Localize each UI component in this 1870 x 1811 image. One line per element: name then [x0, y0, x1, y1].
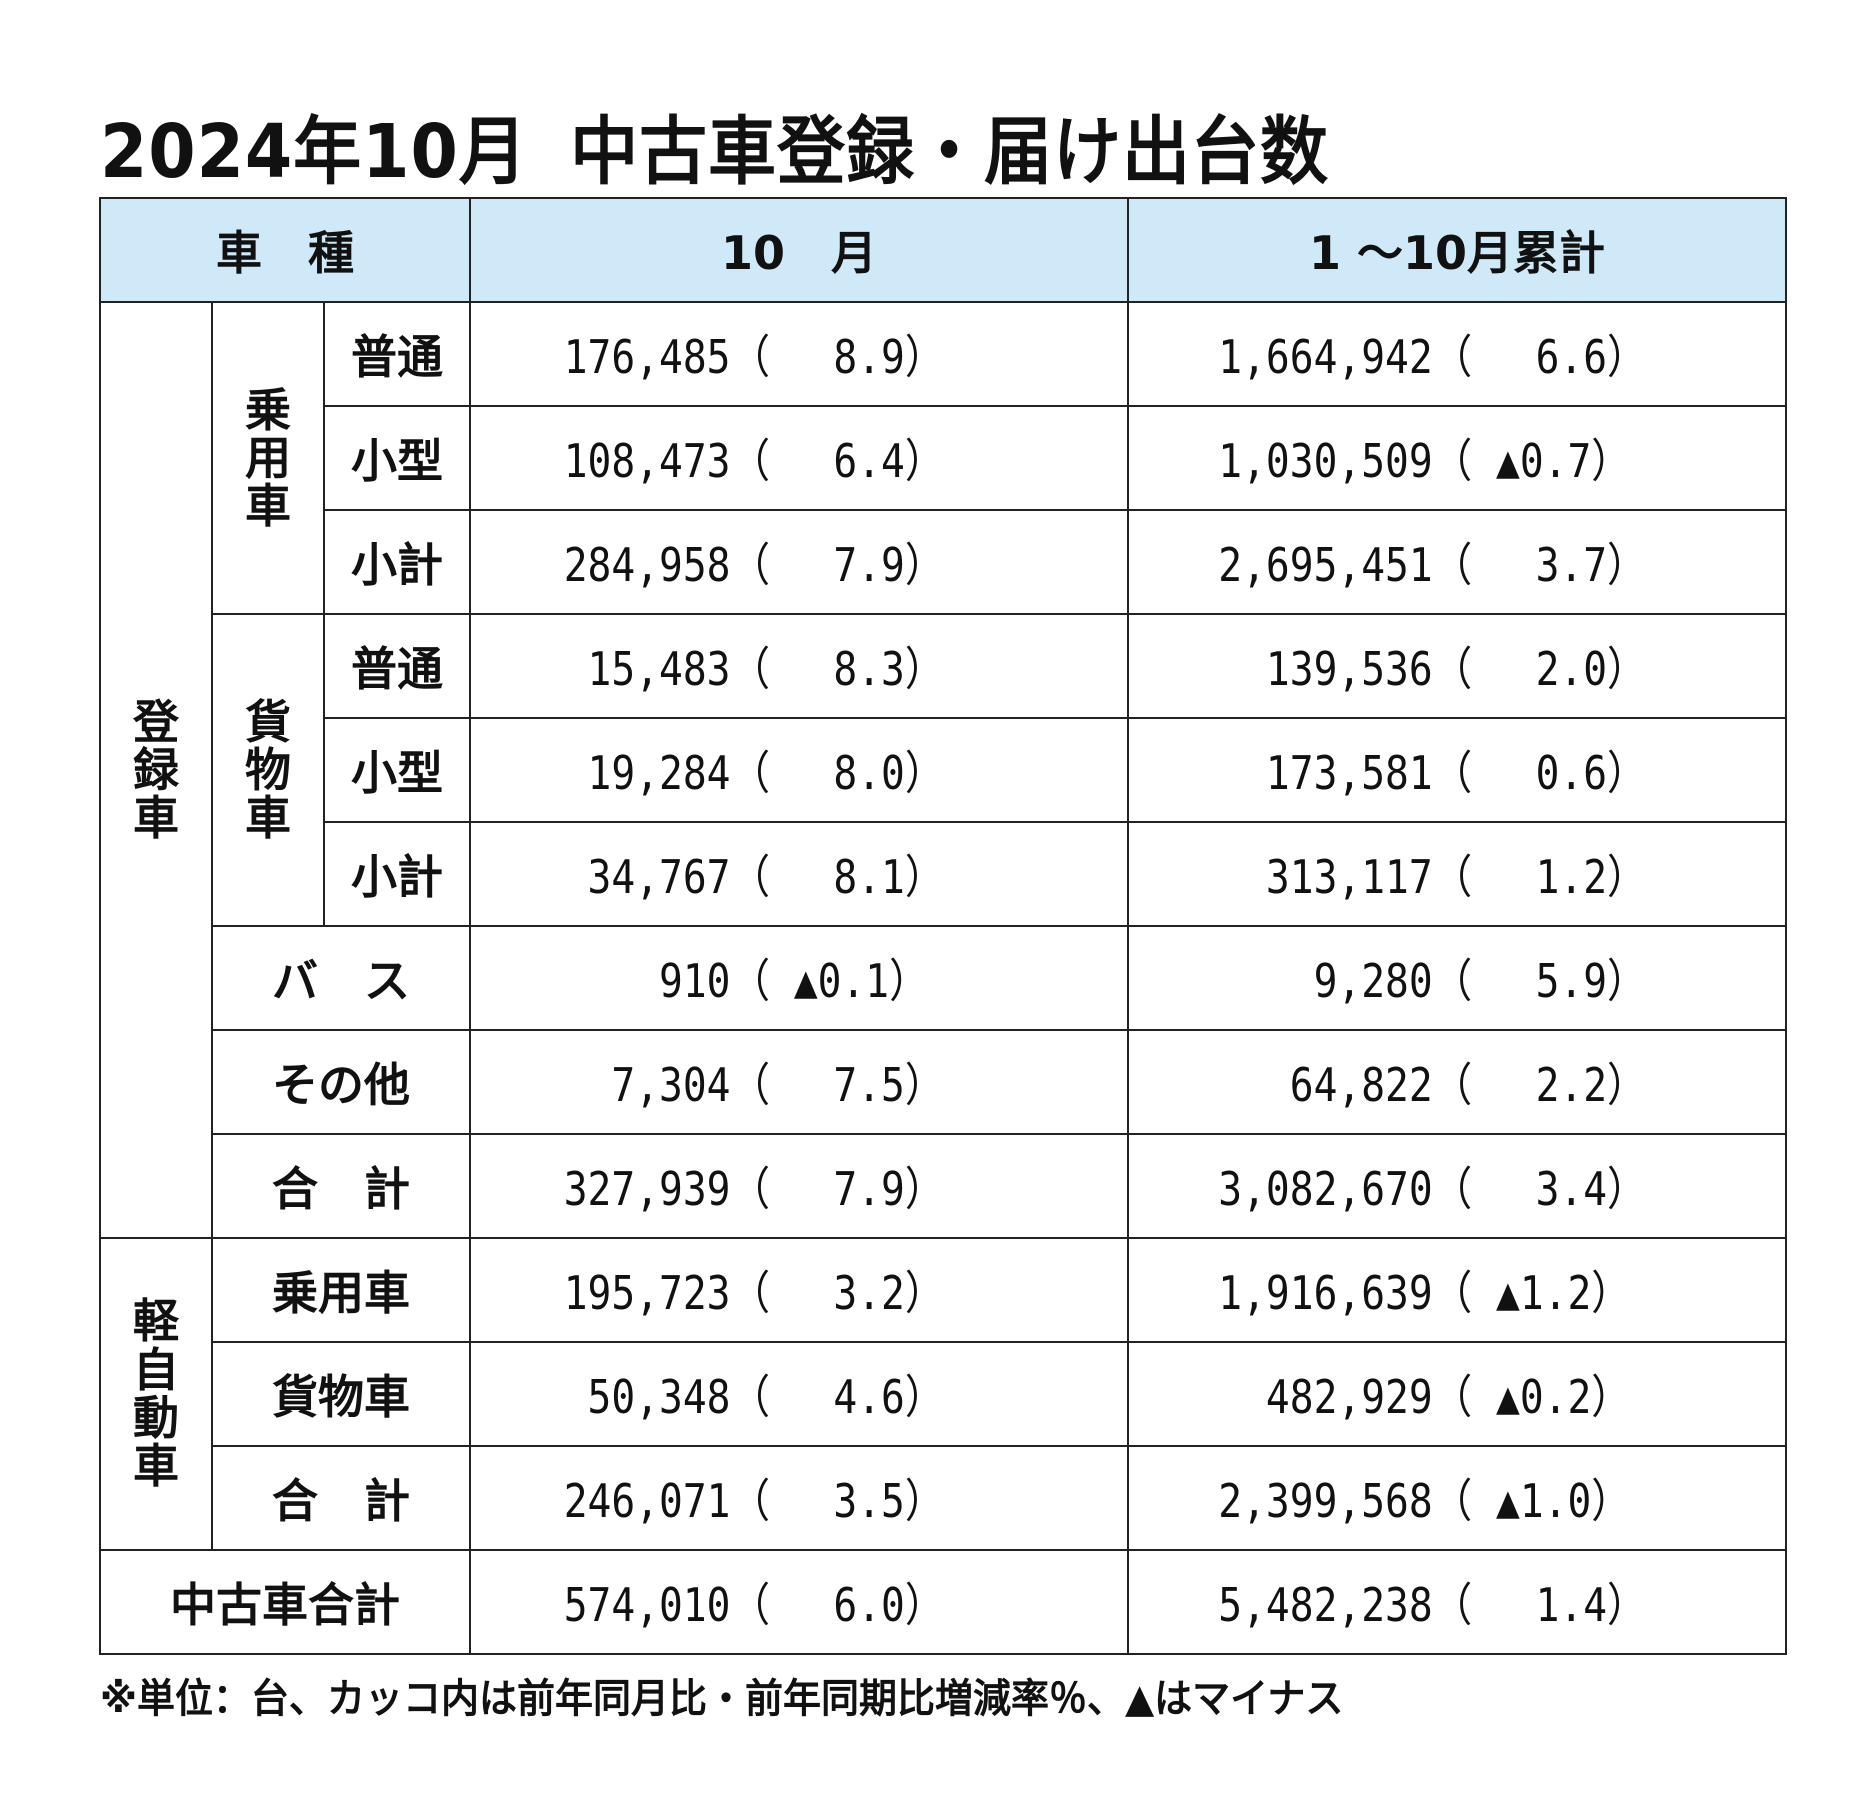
row-label: 普通 — [323, 301, 471, 407]
month-value: 910（ ▲0.1） — [469, 925, 1037, 1031]
row-label: 中古車合計 — [99, 1549, 471, 1655]
group-passenger-label: 乗用車 — [211, 301, 325, 615]
month-value: 327,939（ 7.9） — [469, 1133, 1037, 1239]
vertical-char: 用 — [245, 430, 291, 485]
vertical-char: 録 — [133, 742, 179, 797]
month-value: 246,071（ 3.5） — [469, 1445, 1037, 1551]
month-value: 195,723（ 3.2） — [469, 1237, 1037, 1343]
row-label: 小型 — [323, 405, 471, 511]
month-value: 108,473（ 6.4） — [469, 405, 1037, 511]
header-month: 10 月 — [469, 197, 1129, 303]
table-row: 中古車合計 574,010（ 6.0） 5,482,238（ 1.4） — [99, 1549, 1786, 1655]
vertical-char: 乗 — [245, 382, 291, 437]
vertical-char: 自 — [133, 1342, 179, 1397]
title-date: 2024年10月 — [100, 109, 528, 195]
group-registered-label: 登録車 — [99, 301, 213, 1239]
month-value: 574,010（ 6.0） — [469, 1549, 1037, 1655]
vertical-char: 登 — [133, 694, 179, 749]
header-vehicle-type: 車 種 — [99, 197, 471, 303]
month-value: 7,304（ 7.5） — [469, 1029, 1037, 1135]
table-row: 軽自動車 乗用車 195,723（ 3.2） 1,916,639（ ▲1.2） — [99, 1237, 1786, 1551]
month-value: 34,767（ 8.1） — [469, 821, 1037, 927]
cumulative-value: 2,695,451（ 3.7） — [1127, 509, 1695, 615]
group-passenger-text: 乗用車 — [213, 382, 323, 534]
vertical-char: 物 — [245, 742, 291, 797]
table-header-row: 車 種 10 月 1 ～10月累計 — [99, 197, 1787, 303]
vertical-char: 車 — [245, 479, 291, 534]
cumulative-value: 482,929（ ▲0.2） — [1127, 1341, 1695, 1447]
row-label: 小計 — [323, 509, 471, 615]
cumulative-value: 313,117（ 1.2） — [1127, 821, 1695, 927]
table-row: 小型 108,473（ 6.4） 1,030,509（ ▲0.7） — [100, 405, 1786, 511]
row-label: 合 計 — [211, 1133, 471, 1239]
table-row: 貨物車 50,348（ 4.6） 482,929（ ▲0.2） — [100, 1341, 1786, 1447]
table-row: その他 7,304（ 7.5） 64,822（ 2.2） — [100, 1029, 1786, 1135]
row-label: 普通 — [323, 613, 471, 719]
group-kei-label: 軽自動車 — [99, 1237, 213, 1551]
cumulative-value: 1,664,942（ 6.6） — [1127, 301, 1695, 407]
table-row: 貨物車 普通 15,483（ 8.3） 139,536（ 2.0） — [100, 613, 1786, 927]
cumulative-value: 3,082,670（ 3.4） — [1127, 1133, 1695, 1239]
vertical-char: 車 — [133, 1439, 179, 1494]
month-value: 50,348（ 4.6） — [469, 1341, 1037, 1447]
row-label: その他 — [211, 1029, 471, 1135]
group-cargo-text: 貨物車 — [213, 694, 323, 846]
month-value: 19,284（ 8.0） — [469, 717, 1037, 823]
row-label: 合 計 — [211, 1445, 471, 1551]
cumulative-value: 139,536（ 2.0） — [1127, 613, 1695, 719]
used-car-registration-table: 車 種 10 月 1 ～10月累計 登録車 乗用車 普通 176,485（ 8.… — [99, 197, 1787, 1655]
cumulative-value: 1,030,509（ ▲0.7） — [1127, 405, 1695, 511]
title-main: 中古車登録・届け出台数 — [570, 109, 1330, 195]
table-row: 登録車 乗用車 普通 176,485（ 8.9） 1,664,942（ 6.6） — [99, 301, 1786, 1239]
table-row: バ ス 910（ ▲0.1） 9,280（ 5.9） — [100, 925, 1786, 1031]
cumulative-value: 9,280（ 5.9） — [1127, 925, 1695, 1031]
group-kei-text: 軽自動車 — [101, 1297, 211, 1490]
month-value: 176,485（ 8.9） — [469, 301, 1037, 407]
table-row: 合 計 327,939（ 7.9） 3,082,670（ 3.4） — [100, 1133, 1786, 1239]
row-label: 貨物車 — [211, 1341, 471, 1447]
page-title: 2024年10月 中古車登録・届け出台数 — [100, 92, 1329, 199]
table-row: 小計 34,767（ 8.1） 313,117（ 1.2） — [100, 821, 1786, 927]
cumulative-value: 173,581（ 0.6） — [1127, 717, 1695, 823]
cumulative-value: 2,399,568（ ▲1.0） — [1127, 1445, 1695, 1551]
cumulative-value: 64,822（ 2.2） — [1127, 1029, 1695, 1135]
vertical-char: 動 — [133, 1391, 179, 1445]
table-row: 小計 284,958（ 7.9） 2,695,451（ 3.7） — [100, 509, 1786, 615]
group-cargo-label: 貨物車 — [211, 613, 325, 927]
month-value: 284,958（ 7.9） — [469, 509, 1037, 615]
row-label: 小型 — [323, 717, 471, 823]
month-value: 15,483（ 8.3） — [469, 613, 1037, 719]
vertical-char: 軽 — [133, 1294, 179, 1349]
table-row: 小型 19,284（ 8.0） 173,581（ 0.6） — [100, 717, 1786, 823]
group-registered-text: 登録車 — [101, 694, 211, 846]
row-label: 小計 — [323, 821, 471, 927]
table-row: 合 計 246,071（ 3.5） 2,399,568（ ▲1.0） — [100, 1445, 1786, 1551]
cumulative-value: 5,482,238（ 1.4） — [1127, 1549, 1695, 1655]
header-cumulative: 1 ～10月累計 — [1127, 197, 1787, 303]
row-label: 乗用車 — [211, 1237, 471, 1343]
footnote: ※単位：台、カッコ内は前年同月比・前年同期比増減率％、▲はマイナス — [100, 1676, 1344, 1722]
row-label: バ ス — [211, 925, 471, 1031]
vertical-char: 車 — [133, 791, 179, 846]
cumulative-value: 1,916,639（ ▲1.2） — [1127, 1237, 1695, 1343]
vertical-char: 貨 — [245, 694, 291, 749]
vertical-char: 車 — [245, 791, 291, 846]
